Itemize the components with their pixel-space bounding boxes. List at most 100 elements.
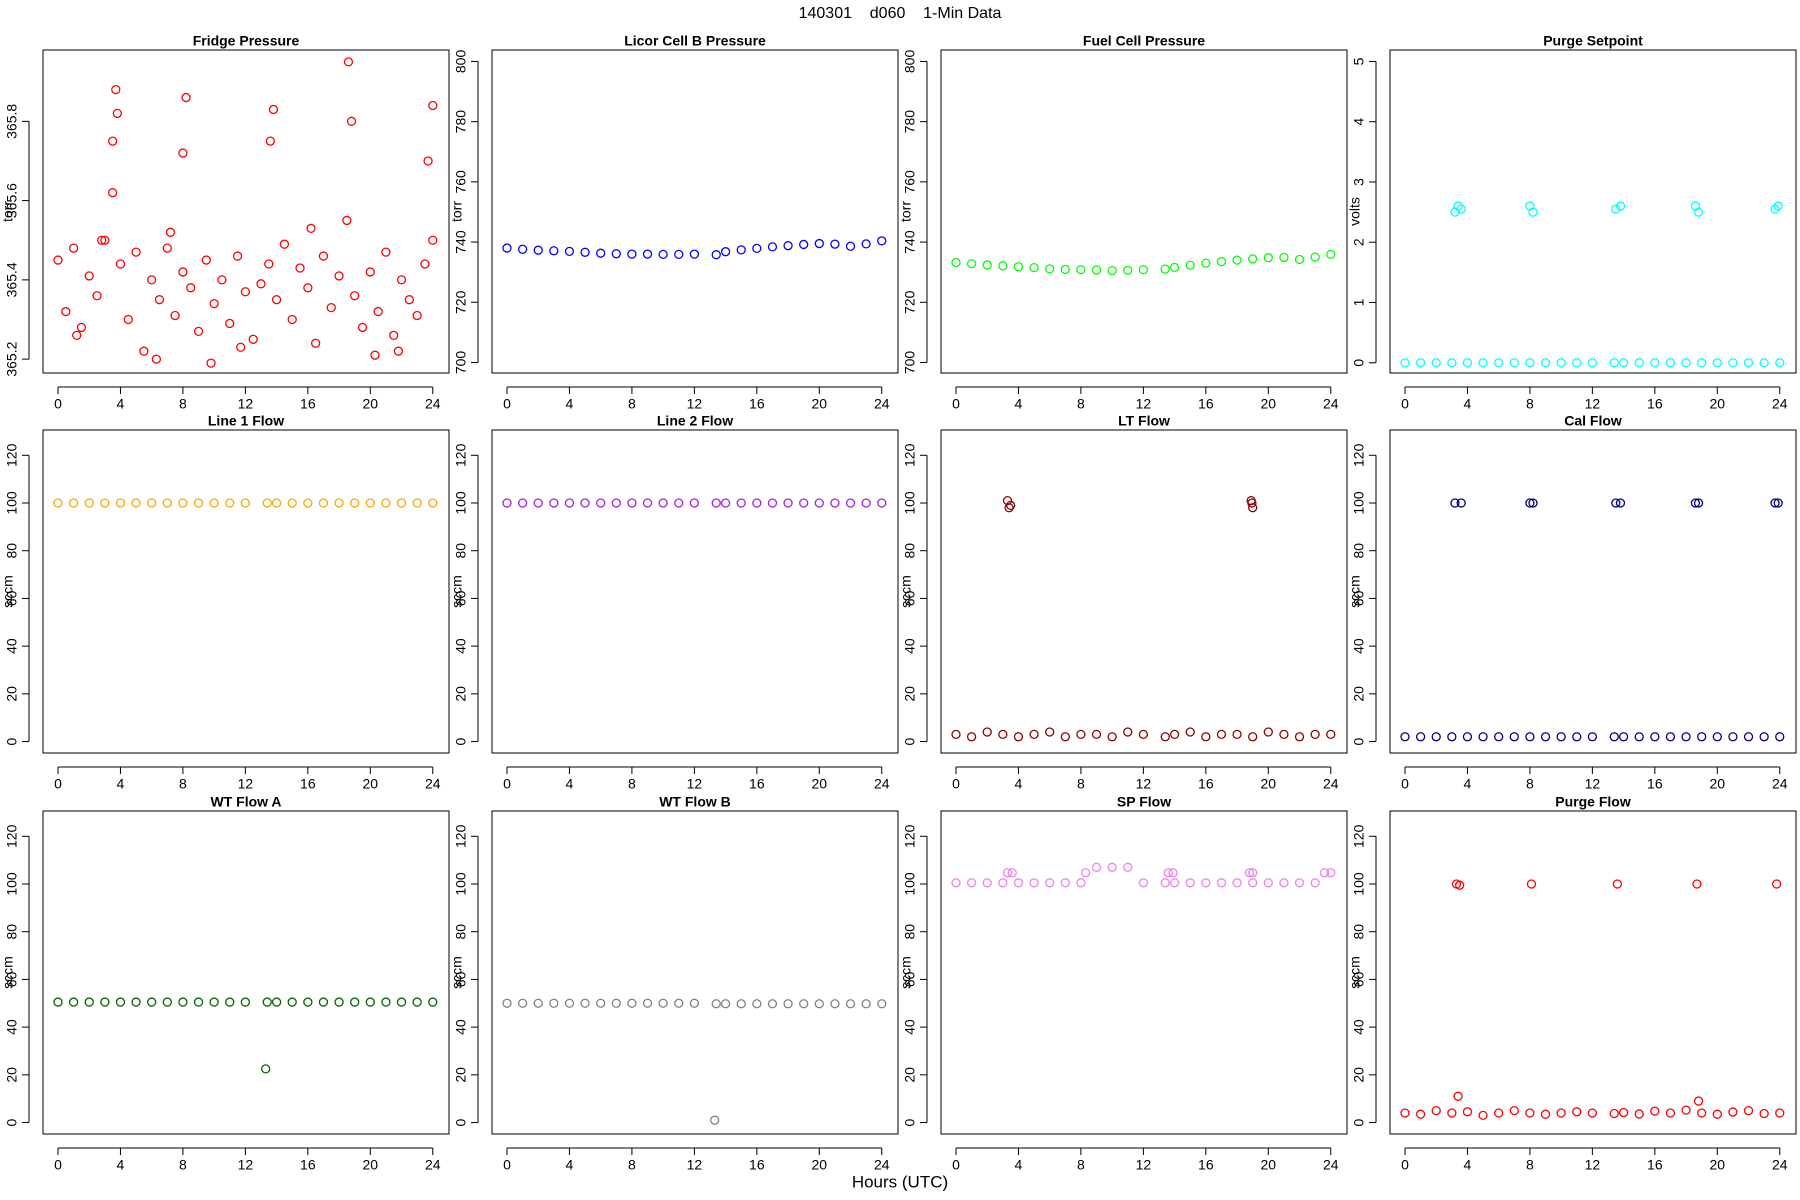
x-tick-label: 8 <box>1077 396 1085 412</box>
y-tick-label: 60 <box>4 971 20 987</box>
data-point <box>580 247 590 257</box>
y-tick-label: 60 <box>1351 971 1367 987</box>
x-tick-label: 12 <box>238 396 254 412</box>
y-axis-label: sccm <box>1347 956 1363 989</box>
data-point <box>1076 878 1086 888</box>
panel: Purge Flow sccm 0 4 8 12 16 20 24 0 20 40 60 80 100 120 <box>1347 794 1797 1173</box>
data-point <box>799 498 809 508</box>
data-point <box>1169 878 1180 888</box>
panel-title: LT Flow <box>1118 413 1170 429</box>
y-tick-label: 780 <box>902 110 918 134</box>
panel-title: SP Flow <box>1117 794 1171 810</box>
data-point <box>1060 264 1070 275</box>
data-point <box>1456 498 1466 508</box>
y-tick-label: 40 <box>4 1019 20 1035</box>
data-point <box>131 498 141 508</box>
y-tick-label: 2 <box>1351 238 1367 246</box>
x-tick-label: 8 <box>179 776 187 792</box>
data-point <box>1248 503 1258 513</box>
data-point <box>1431 732 1441 742</box>
data-point <box>1572 358 1582 368</box>
data-point <box>303 283 313 293</box>
data-point <box>783 498 793 508</box>
y-tick-label: 40 <box>1351 638 1367 654</box>
data-point <box>1454 880 1465 890</box>
data-point <box>502 243 512 253</box>
data-point <box>752 999 762 1009</box>
data-point <box>423 156 433 166</box>
data-point <box>178 148 188 158</box>
data-point <box>783 999 793 1009</box>
data-point <box>1572 732 1582 742</box>
data-point <box>262 997 272 1007</box>
data-point <box>674 498 684 508</box>
x-tick-label: 16 <box>300 776 316 792</box>
data-point <box>767 999 778 1009</box>
data-point <box>533 998 543 1008</box>
data-point <box>596 498 606 508</box>
data-point <box>1138 265 1149 275</box>
data-point <box>1123 727 1133 737</box>
x-tick-label: 12 <box>1585 776 1601 792</box>
y-tick-label: 40 <box>453 1019 469 1035</box>
data-point <box>1728 1107 1738 1117</box>
data-point <box>151 354 162 364</box>
data-point <box>1029 878 1039 888</box>
data-point <box>1509 1105 1519 1116</box>
data-point <box>428 997 438 1007</box>
data-point <box>998 729 1008 740</box>
data-point <box>68 243 79 253</box>
data-point <box>334 271 344 281</box>
data-point <box>611 249 621 259</box>
data-point <box>1556 732 1566 742</box>
data-point <box>1540 1109 1551 1119</box>
data-point <box>1076 729 1086 740</box>
data-point <box>1775 1108 1785 1118</box>
data-point <box>1060 732 1070 742</box>
x-tick-label: 8 <box>1526 396 1534 412</box>
data-point <box>1611 204 1621 214</box>
x-tick-label: 0 <box>1401 396 1409 412</box>
data-point <box>1759 1108 1769 1119</box>
y-tick-label: 100 <box>4 491 20 515</box>
data-point <box>580 998 590 1008</box>
data-point <box>68 498 79 508</box>
data-point <box>1525 1108 1535 1118</box>
data-point <box>1045 727 1055 737</box>
y-axis-label: sccm <box>449 956 465 989</box>
x-tick-label: 0 <box>54 396 62 412</box>
data-point <box>265 136 276 146</box>
y-tick-label: 720 <box>453 290 469 314</box>
data-point <box>206 358 216 368</box>
x-tick-label: 8 <box>628 396 636 412</box>
data-point <box>1509 732 1519 742</box>
y-tick-label: 120 <box>1351 824 1367 848</box>
data-point <box>53 997 63 1007</box>
panel: SP Flow sccm 0 4 8 12 16 20 24 0 20 40 60 80 100 120 <box>898 794 1348 1173</box>
x-tick-label: 4 <box>117 1157 125 1173</box>
data-point <box>1232 729 1242 740</box>
x-tick-label: 4 <box>1464 396 1472 412</box>
x-tick-label: 12 <box>687 396 703 412</box>
data-point <box>1076 265 1086 275</box>
data-point <box>303 997 313 1007</box>
data-point <box>1456 204 1466 214</box>
x-tick-label: 24 <box>874 396 890 412</box>
data-point <box>131 247 141 257</box>
data-point <box>186 283 196 293</box>
data-point <box>1540 358 1551 368</box>
data-point <box>877 498 887 508</box>
data-point <box>1013 878 1024 888</box>
x-tick-label: 8 <box>179 1157 187 1173</box>
y-tick-label: 800 <box>902 50 918 74</box>
data-point <box>115 498 126 508</box>
x-tick-label: 0 <box>503 1157 511 1173</box>
data-point <box>271 295 282 305</box>
data-point <box>611 498 621 508</box>
data-point <box>1712 358 1722 368</box>
data-point <box>1743 732 1754 742</box>
plot-frame <box>1389 49 1797 374</box>
data-point <box>1587 358 1598 368</box>
data-point <box>1450 498 1460 508</box>
data-point <box>1169 262 1180 272</box>
